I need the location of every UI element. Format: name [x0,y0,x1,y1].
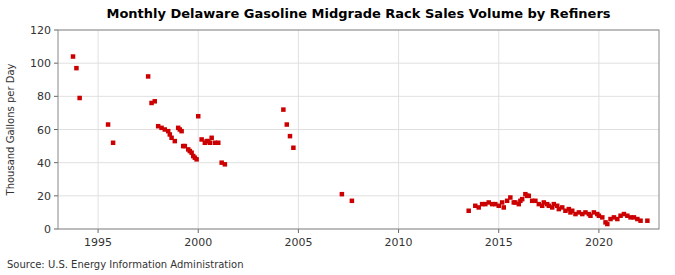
title: Monthly Delaware Gasoline Midgrade Rack … [106,6,610,21]
point [111,141,116,146]
point [71,54,76,59]
point [194,157,199,162]
point [146,74,151,79]
y-axis-label: Thousand Gallons per Day [5,63,16,196]
source-note: Source: U.S. Energy Information Administ… [7,259,244,270]
grid-line [58,96,659,97]
point [173,139,178,144]
point [153,99,158,104]
tick-mark [498,229,499,233]
point [645,218,650,223]
point [527,194,532,199]
tick-label: 1995 [84,236,112,249]
grid-line [498,30,499,229]
tick-mark [398,229,399,233]
point [500,200,505,205]
point [74,66,79,71]
point [209,136,214,141]
tick-label: 60 [37,124,51,137]
tick-label: 80 [37,90,51,103]
tick-label: 120 [30,24,51,37]
tick-mark [54,195,58,196]
tick-mark [54,229,58,230]
tick-label: 2010 [385,236,413,249]
grid-line [58,129,659,130]
tick-label: 100 [30,57,51,70]
tick-mark [54,162,58,163]
point [600,215,605,220]
point [501,205,506,210]
point [196,114,201,119]
grid-line [598,30,599,229]
tick-label: 2000 [184,236,212,249]
point [340,192,345,197]
point [520,197,525,202]
point [216,141,221,146]
tick-label: 0 [44,223,51,236]
tick-label: 2020 [585,236,613,249]
tick-label: 40 [37,157,51,170]
point [350,199,355,204]
grid-line [58,195,659,196]
point [106,122,111,127]
point [179,129,184,134]
grid-line [58,63,659,64]
tick-mark [598,229,599,233]
grid-line [98,30,99,229]
plot-frame [58,30,659,229]
points [71,54,650,226]
chart: 0 20 40 60 80 100 120 1995 2000 2005 2010 2015 2020 M… [0,0,675,275]
tick-label: 2005 [284,236,312,249]
tick-mark [54,96,58,97]
point [605,222,610,227]
tick-mark [54,63,58,64]
tick-label: 2015 [485,236,513,249]
point [638,218,643,223]
point [223,162,228,167]
point [288,134,293,139]
tick-mark [98,229,99,233]
point [508,195,513,200]
point [291,145,296,150]
point [285,122,290,127]
grid-line [198,30,199,229]
grid-line [298,30,299,229]
point [208,141,213,146]
point [281,107,286,112]
grid-line [398,30,399,229]
tick-mark [298,229,299,233]
tick-mark [54,129,58,130]
grid-line [58,162,659,163]
tick-mark [54,30,58,31]
grid [58,30,659,229]
point [466,209,471,214]
tick-label: 20 [37,190,51,203]
point [77,96,82,101]
tick-mark [198,229,199,233]
plot-area [58,30,659,229]
